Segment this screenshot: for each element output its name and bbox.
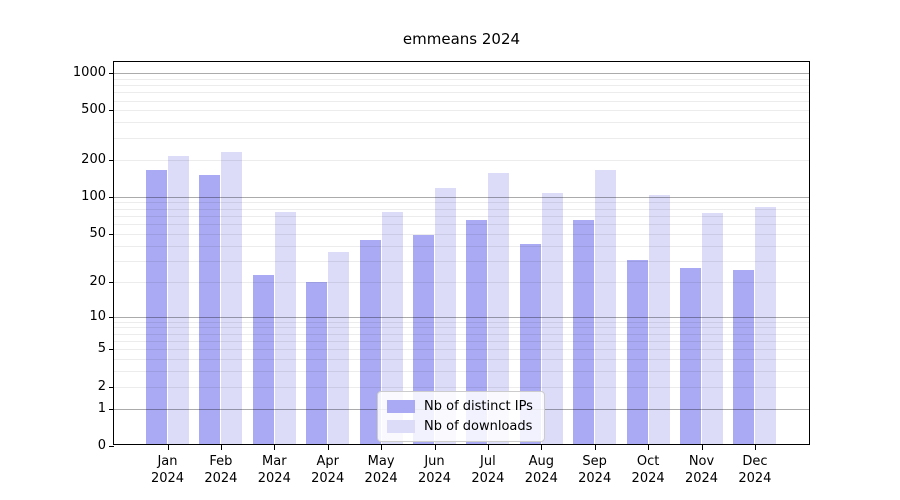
x-tick-mark bbox=[434, 444, 436, 450]
x-tick-mark bbox=[487, 444, 490, 450]
legend-swatch-ips-icon bbox=[387, 400, 415, 413]
bar-ips-feb bbox=[199, 174, 221, 444]
y-tick-mark bbox=[109, 316, 114, 318]
x-tick-label: Dec 2024 bbox=[738, 454, 772, 486]
gridline-minor bbox=[114, 85, 809, 86]
bar-downloads-jun bbox=[435, 187, 456, 444]
y-tick-label: 1000 bbox=[72, 64, 106, 80]
y-tick-mark bbox=[109, 72, 114, 75]
bar-downloads-jul bbox=[488, 173, 510, 444]
bar-ips-jan bbox=[146, 169, 167, 444]
x-tick-mark bbox=[274, 444, 276, 450]
x-tick-mark bbox=[220, 444, 223, 450]
gridline-minor bbox=[114, 78, 809, 80]
gridline-minor bbox=[114, 137, 809, 139]
y-tick-label: 2 bbox=[97, 378, 106, 394]
x-tick-label: Mar 2024 bbox=[257, 454, 291, 486]
y-tick-label: 200 bbox=[81, 151, 106, 167]
x-tick-mark bbox=[648, 444, 650, 450]
y-tick-label: 500 bbox=[81, 102, 106, 118]
x-tick-label: Aug 2024 bbox=[524, 454, 558, 486]
bar-ips-nov bbox=[680, 268, 701, 444]
y-tick-label: 1 bbox=[97, 400, 106, 416]
y-tick-mark bbox=[109, 159, 114, 161]
x-tick-label: Feb 2024 bbox=[204, 454, 238, 486]
bar-downloads-may bbox=[381, 212, 403, 444]
y-tick-mark bbox=[109, 408, 114, 410]
bar-downloads-mar bbox=[274, 211, 296, 444]
y-tick-mark bbox=[109, 110, 114, 112]
gridline-minor bbox=[114, 110, 809, 112]
plot-area: Nb of distinct IPs Nb of downloads 0 1 2 5 1… bbox=[73, 61, 810, 486]
x-tick-label: Sep 2024 bbox=[578, 454, 612, 486]
y-tick-label: 20 bbox=[89, 273, 106, 289]
x-tick-mark bbox=[167, 444, 169, 450]
bar-downloads-apr bbox=[328, 252, 350, 444]
y-tick-label: 50 bbox=[89, 225, 106, 241]
bar-downloads-nov bbox=[702, 213, 723, 444]
x-tick-mark bbox=[381, 444, 383, 450]
x-tick-label: Nov 2024 bbox=[684, 454, 719, 486]
bar-ips-jul bbox=[466, 220, 488, 444]
legend-label-ips: Nb of distinct IPs bbox=[424, 399, 533, 414]
gridline-minor bbox=[114, 92, 809, 94]
bar-ips-may bbox=[359, 239, 381, 444]
bar-ips-dec bbox=[733, 270, 755, 444]
x-tick-label: Apr 2024 bbox=[311, 454, 345, 486]
bar-ips-sep bbox=[573, 220, 595, 444]
x-tick-label: Jun 2024 bbox=[417, 454, 452, 486]
y-tick-mark bbox=[109, 196, 114, 198]
y-tick-label: 10 bbox=[89, 308, 106, 324]
gridline-minor bbox=[114, 122, 809, 124]
y-tick-mark bbox=[109, 233, 114, 235]
bar-ips-apr bbox=[306, 282, 328, 444]
x-tick-label: Jul 2024 bbox=[471, 454, 505, 486]
x-tick-mark bbox=[541, 444, 543, 450]
x-tick-mark bbox=[754, 444, 757, 450]
y-tick-mark bbox=[109, 349, 114, 351]
legend-swatch-downloads-icon bbox=[387, 420, 415, 433]
bar-downloads-dec bbox=[755, 206, 777, 444]
bar-downloads-oct bbox=[648, 194, 670, 444]
x-tick-label: Jan 2024 bbox=[150, 454, 185, 486]
x-tick-mark bbox=[327, 444, 329, 450]
y-tick-mark bbox=[109, 281, 114, 283]
bar-downloads-jan bbox=[168, 156, 189, 444]
x-tick-mark bbox=[594, 444, 596, 450]
y-tick-mark bbox=[109, 386, 114, 388]
y-tick-label: 0 bbox=[97, 438, 106, 453]
chart-title: emmeans 2024 bbox=[402, 30, 521, 48]
gridline-minor bbox=[114, 100, 809, 102]
x-tick-mark bbox=[701, 444, 703, 450]
gridline-minor bbox=[114, 159, 809, 161]
bar-downloads-feb bbox=[221, 152, 243, 444]
y-tick-mark bbox=[109, 446, 114, 448]
gridline-major bbox=[114, 72, 809, 74]
y-tick-label: 5 bbox=[97, 341, 106, 357]
bar-downloads-aug bbox=[541, 192, 563, 444]
legend-item-ips: Nb of distinct IPs bbox=[387, 399, 533, 414]
bar-ips-mar bbox=[252, 274, 274, 444]
legend: Nb of distinct IPs Nb of downloads bbox=[377, 391, 545, 442]
legend-item-downloads: Nb of downloads bbox=[387, 419, 533, 434]
x-tick-label: May 2024 bbox=[364, 454, 398, 486]
y-tick-label: 100 bbox=[81, 188, 106, 204]
legend-label-downloads: Nb of downloads bbox=[424, 419, 533, 434]
bar-downloads-sep bbox=[595, 170, 617, 444]
bar-ips-oct bbox=[626, 260, 648, 444]
x-tick-label: Oct 2024 bbox=[631, 454, 665, 486]
